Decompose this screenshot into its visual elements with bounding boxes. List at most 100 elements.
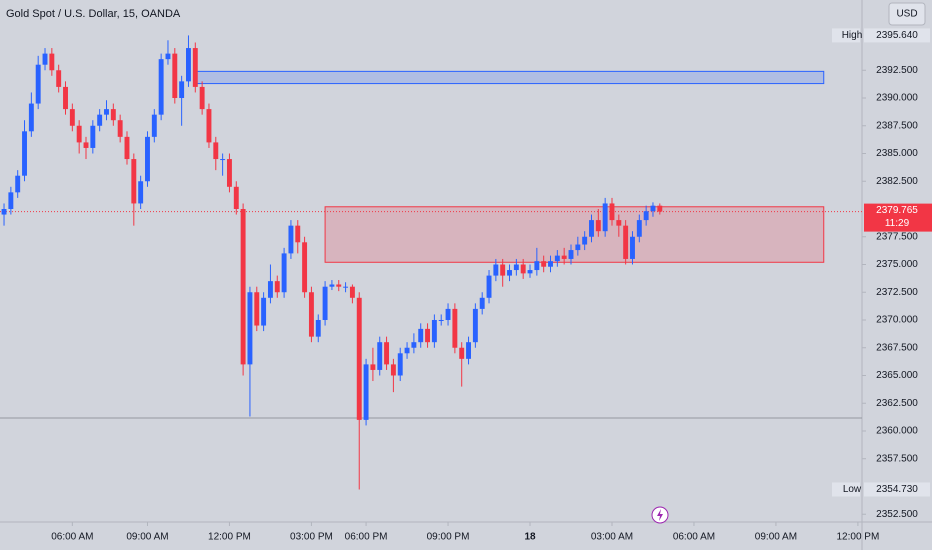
- candle-body: [145, 136, 150, 182]
- candle-body: [452, 308, 458, 348]
- zone: [194, 70, 825, 85]
- y-tick-label: 2390.000: [876, 93, 918, 104]
- x-tick-label: 12:00 PM: [208, 532, 251, 543]
- candle-body: [138, 181, 144, 204]
- candle-body: [76, 125, 82, 143]
- candle-body: [110, 109, 116, 121]
- x-tick-label: 06:00 PM: [345, 532, 388, 543]
- candle-body: [131, 159, 137, 204]
- x-tick-label: 12:00 PM: [836, 532, 879, 543]
- candle-body: [397, 353, 403, 376]
- marker-name: High: [842, 30, 863, 41]
- candle-body: [28, 103, 34, 132]
- candle-body: [561, 255, 567, 259]
- candle-body: [261, 297, 267, 326]
- candle-body: [308, 292, 314, 337]
- candle-body: [534, 261, 540, 271]
- price-label: 2395.640: [876, 30, 918, 41]
- candle-body: [466, 342, 471, 359]
- y-tick-label: 2357.500: [876, 453, 918, 464]
- y-tick-label: 2362.500: [876, 398, 918, 409]
- candle-body: [363, 364, 369, 420]
- candle-body: [636, 220, 642, 237]
- candle-body: [15, 175, 21, 193]
- candle-body: [541, 261, 547, 267]
- y-tick-label: 2385.000: [876, 148, 918, 159]
- y-tick-label: 2365.000: [876, 370, 918, 381]
- candle-body: [438, 319, 444, 321]
- countdown-label: 11:29: [885, 218, 910, 229]
- candle-body: [459, 347, 465, 359]
- candle-body: [568, 250, 574, 259]
- candle-body: [179, 81, 185, 99]
- candle-body: [35, 64, 41, 104]
- candle-body: [206, 109, 212, 143]
- candle-body: [104, 109, 109, 115]
- last-price-label: 2379.765: [876, 205, 918, 216]
- candle-body: [56, 70, 62, 87]
- price-label: 2354.730: [876, 484, 918, 495]
- candle-body: [493, 264, 499, 276]
- candle-body: [90, 125, 96, 148]
- candle-body: [404, 347, 410, 354]
- marker-name-bg: [832, 482, 860, 497]
- last-price-bg: [864, 203, 932, 232]
- candle-body: [288, 225, 294, 254]
- y-tick-label: 2352.500: [876, 509, 918, 520]
- marker-name: Low: [843, 484, 862, 495]
- candle-body: [8, 192, 14, 209]
- candle-body: [507, 270, 512, 276]
- candle-body: [63, 86, 68, 110]
- y-tick-label: 2370.000: [876, 315, 918, 326]
- candle-body: [165, 53, 171, 60]
- price-label-bg: [864, 482, 930, 497]
- y-tick-label: 2367.500: [876, 342, 918, 353]
- candle-body: [527, 270, 533, 274]
- candle-body: [377, 342, 383, 370]
- x-tick-label: 06:00 AM: [673, 532, 715, 543]
- candle-body: [486, 275, 492, 298]
- candle-body: [390, 364, 396, 376]
- candle-body: [370, 364, 376, 370]
- x-tick-label: 09:00 AM: [126, 532, 168, 543]
- currency-label: USD: [896, 9, 917, 20]
- candle-body: [267, 281, 273, 298]
- candle-body: [322, 286, 328, 320]
- candle-body: [315, 319, 321, 337]
- candle-body: [520, 264, 526, 274]
- candle-body: [158, 59, 164, 115]
- candle-body: [97, 114, 103, 126]
- candle-body: [254, 292, 260, 326]
- y-tick-label: 2392.500: [876, 65, 918, 76]
- candle-body: [336, 284, 342, 287]
- candle-body: [500, 264, 506, 276]
- candle-body: [616, 220, 622, 226]
- candle-body: [472, 308, 478, 343]
- candle-body: [240, 208, 246, 365]
- candle-body: [42, 53, 48, 65]
- candle-body: [192, 48, 198, 87]
- y-tick-label: 2375.000: [876, 259, 918, 270]
- candle-body: [220, 159, 226, 161]
- candle-body: [226, 159, 232, 187]
- currency-button[interactable]: [888, 2, 926, 26]
- candle-body: [302, 242, 308, 293]
- candle-body: [513, 264, 519, 271]
- candle-body: [425, 328, 431, 343]
- candle-body: [22, 131, 27, 176]
- candle-body: [83, 142, 89, 148]
- candle-body: [479, 297, 485, 309]
- price-label-bg: [864, 28, 930, 43]
- x-tick-label: 09:00 AM: [755, 532, 797, 543]
- candle-body: [431, 319, 437, 343]
- y-tick-label: 2377.500: [876, 231, 918, 242]
- y-tick-label: 2372.500: [876, 287, 918, 298]
- x-tick-label: 03:00 PM: [290, 532, 333, 543]
- plot: 2352.500 2357.500 2360.000 2362.500 2365.000…: [0, 35, 918, 543]
- candle-body: [233, 186, 239, 209]
- x-tick-label: 06:00 AM: [51, 532, 93, 543]
- y-tick-label: 2382.500: [876, 176, 918, 187]
- candle-body: [650, 205, 656, 212]
